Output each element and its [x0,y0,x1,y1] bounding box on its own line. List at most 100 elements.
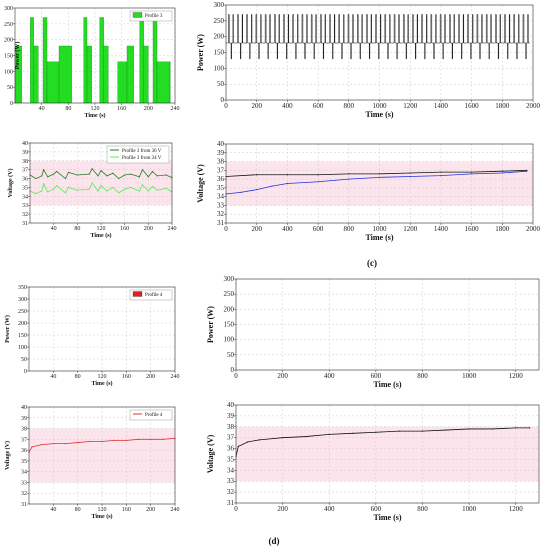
data-point [56,170,58,173]
legend-box [129,289,173,301]
tick-label-x: 160 [120,226,129,232]
tick-label-x: 1200 [509,505,524,513]
x-axis-label: Time (s) [90,232,111,239]
tick-label-x: 400 [324,505,335,513]
tick-label-y: 0 [24,369,27,375]
tick-label-x: 0 [234,505,238,513]
tick-label-x: 0 [224,225,228,233]
data-point [125,439,127,442]
tick-label-y: 100 [4,69,13,75]
tick-label-x: 1000 [462,505,477,513]
tick-label-y: 40 [217,140,225,148]
legend-box [106,145,170,164]
data-point [106,190,108,192]
legend-label: Profile 3 from 36 V [122,149,162,154]
legend-label: Profile 3 [145,14,163,19]
data-point [112,172,114,174]
data-point [64,177,67,180]
data-point [64,192,67,194]
bar [83,17,88,104]
chart-c3: 0 50 100 150 200 250 300 0 200 400 600 800 1000 1200 1… [196,1,541,119]
tick-label-x: 200 [277,505,288,513]
data-point [53,188,55,190]
data-point [31,446,33,448]
y-axis-label: Voltage (V) [206,434,215,473]
legend-label: Profile 3 from 34 V [122,156,162,161]
tick-label-y: 50 [7,85,13,91]
tick-label-y: 300 [224,275,235,283]
tick-label-x: 1600 [465,225,480,233]
chart-c1: 0 50 100 150 200 250 300 40 80 120 160 200 240 Time (… [4,6,180,119]
data-point [156,189,158,191]
tick-label-x: 800 [344,225,355,233]
tick-label-y: 0 [231,366,235,374]
tick-label-x: 240 [171,507,180,513]
bar [169,61,171,104]
tick-label-x: 1000 [373,225,388,233]
tick-label-y: 33 [22,203,28,209]
data-point [165,187,167,189]
data-point [317,174,319,176]
tick-label-x: 1400 [434,102,449,110]
data-point [89,440,91,443]
x-axis-label: Time (s) [365,110,393,119]
data-point [141,184,144,186]
tick-label-x: 200 [146,507,155,513]
legend-swatch [132,12,143,18]
data-point [138,176,141,178]
tick-label-x: 1000 [462,372,477,380]
data-point [35,177,37,180]
tick-label-y: 32 [21,491,27,497]
data-point [526,170,528,172]
data-point [76,189,78,191]
tick-label-y: 37 [217,166,225,174]
tick-label-x: 600 [371,505,382,513]
data-point [256,174,258,176]
tick-label-y: 100 [214,64,225,72]
bar [30,17,34,104]
legend-label: Profile 4 [145,293,163,298]
tick-label-y: 36 [21,448,27,454]
y-axis-label: Power (W) [14,42,21,70]
tick-label-x: 200 [144,106,153,112]
data-point [137,438,140,440]
tick-label-y: 37 [227,434,235,442]
tick-label-y: 38 [217,158,225,166]
data-point [237,445,239,447]
y-axis-label: Voltage (V) [7,169,14,198]
series-line [235,427,530,457]
data-point [138,190,141,192]
tick-label-y: 39 [22,150,28,156]
data-point [501,172,503,174]
tick-label-x: 400 [324,372,335,380]
data-point [97,175,99,177]
tick-label-x: 400 [282,225,293,233]
tick-label-x: 80 [75,507,81,513]
tick-label-y: 150 [214,49,225,57]
tick-label-y: 100 [18,345,27,351]
tick-label-y: 50 [21,357,27,363]
tick-label-x: 80 [75,374,81,380]
tick-label-y: 250 [224,290,235,298]
data-point [41,175,43,177]
data-point [100,169,102,172]
tick-label-x: 120 [98,374,107,380]
tick-label-x: 1200 [509,372,524,380]
tick-label-x: 600 [313,102,324,110]
tick-label-x: 200 [144,226,153,232]
data-point [348,173,350,175]
tick-label-y: 31 [227,499,235,507]
tick-label-y: 150 [4,54,13,60]
data-point [409,172,411,174]
tick-label-y: 36 [217,175,225,183]
tick-label-y: 35 [227,455,235,463]
data-point [409,175,411,178]
data-point [247,441,249,443]
tick-label-x: 0 [224,102,228,110]
tick-label-y: 36 [22,177,28,183]
tick-label-x: 800 [344,102,355,110]
data-point [286,182,288,185]
bar [139,17,144,104]
y-axis-label: Power (W) [206,306,215,343]
